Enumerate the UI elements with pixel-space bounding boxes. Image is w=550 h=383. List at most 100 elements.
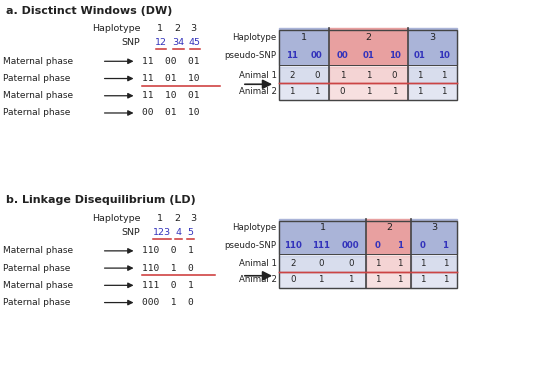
- Text: Paternal phase: Paternal phase: [3, 74, 70, 83]
- Text: 3: 3: [429, 33, 436, 42]
- Text: 111  0  1: 111 0 1: [142, 281, 194, 290]
- Bar: [411, 237, 456, 254]
- Bar: [279, 28, 329, 47]
- Text: 10: 10: [438, 51, 450, 61]
- Text: 00: 00: [337, 51, 348, 61]
- Bar: [408, 47, 456, 65]
- Text: 0: 0: [339, 87, 345, 97]
- Text: 00: 00: [311, 51, 323, 61]
- Bar: [279, 30, 456, 100]
- Bar: [408, 83, 456, 100]
- Text: 1: 1: [397, 241, 403, 250]
- Text: 2: 2: [289, 70, 295, 80]
- Bar: [366, 272, 411, 288]
- Text: 1: 1: [301, 33, 307, 42]
- Text: Haplotype: Haplotype: [92, 24, 140, 33]
- Text: 1: 1: [441, 87, 447, 97]
- Text: 5: 5: [188, 228, 193, 237]
- Text: 1: 1: [366, 70, 371, 80]
- Text: 3: 3: [190, 24, 197, 33]
- Text: 1: 1: [397, 275, 403, 285]
- Text: 1: 1: [157, 24, 162, 33]
- Text: Animal 2: Animal 2: [239, 87, 277, 97]
- Text: 0: 0: [314, 70, 320, 80]
- Bar: [279, 221, 456, 288]
- Text: 1: 1: [314, 87, 320, 97]
- Text: 10: 10: [389, 51, 400, 61]
- Text: pseudo-SNP: pseudo-SNP: [224, 51, 277, 61]
- Text: 3: 3: [431, 223, 437, 232]
- Text: Maternal phase: Maternal phase: [3, 57, 73, 66]
- Text: 11  00  01: 11 00 01: [142, 57, 200, 66]
- Bar: [279, 272, 366, 288]
- Text: 2: 2: [366, 33, 371, 42]
- Bar: [279, 47, 329, 65]
- Bar: [408, 28, 456, 47]
- Text: 1: 1: [157, 214, 162, 223]
- Text: 1: 1: [392, 87, 397, 97]
- Text: 2: 2: [290, 259, 296, 268]
- Text: 1: 1: [348, 275, 354, 285]
- Text: 1: 1: [417, 87, 422, 97]
- Text: 01: 01: [414, 51, 426, 61]
- Text: 0: 0: [290, 275, 296, 285]
- Bar: [366, 256, 411, 272]
- Bar: [408, 67, 456, 83]
- Text: 1: 1: [441, 70, 447, 80]
- Text: Paternal phase: Paternal phase: [3, 108, 70, 118]
- Text: 3: 3: [190, 214, 197, 223]
- Bar: [411, 219, 456, 237]
- Text: 1: 1: [397, 259, 403, 268]
- Bar: [411, 272, 456, 288]
- Bar: [329, 28, 408, 47]
- Text: Animal 1: Animal 1: [239, 259, 277, 268]
- Text: SNP: SNP: [122, 228, 140, 237]
- Bar: [329, 83, 408, 100]
- Text: 1: 1: [443, 259, 448, 268]
- Text: 123: 123: [153, 228, 170, 237]
- Text: 01: 01: [362, 51, 375, 61]
- Text: 1: 1: [417, 70, 422, 80]
- Bar: [366, 219, 411, 237]
- Text: 1: 1: [375, 259, 380, 268]
- Text: 1: 1: [375, 275, 380, 285]
- Text: 2: 2: [386, 223, 392, 232]
- Text: 1: 1: [443, 241, 448, 250]
- Bar: [279, 219, 366, 237]
- Text: a. Disctinct Windows (DW): a. Disctinct Windows (DW): [6, 6, 172, 16]
- Text: Paternal phase: Paternal phase: [3, 264, 70, 273]
- Text: Animal 2: Animal 2: [239, 275, 277, 285]
- Bar: [366, 237, 411, 254]
- Text: 1: 1: [320, 223, 326, 232]
- Text: Haplotype: Haplotype: [92, 214, 140, 223]
- Text: 34: 34: [172, 38, 185, 47]
- Text: 2: 2: [174, 214, 180, 223]
- Bar: [279, 83, 329, 100]
- Text: 2: 2: [174, 24, 180, 33]
- Bar: [329, 67, 408, 83]
- Text: Maternal phase: Maternal phase: [3, 281, 73, 290]
- Text: 45: 45: [189, 38, 201, 47]
- Text: 1: 1: [289, 87, 295, 97]
- Text: 11  01  10: 11 01 10: [142, 74, 200, 83]
- Text: 0: 0: [318, 259, 324, 268]
- Text: 000: 000: [342, 241, 360, 250]
- Text: 1: 1: [443, 275, 448, 285]
- Bar: [279, 256, 366, 272]
- Text: 0: 0: [348, 259, 354, 268]
- Bar: [279, 67, 329, 83]
- Bar: [279, 237, 366, 254]
- Text: 11  10  01: 11 10 01: [142, 91, 200, 100]
- Text: 1: 1: [420, 259, 426, 268]
- Text: pseudo-SNP: pseudo-SNP: [224, 241, 277, 250]
- Text: b. Linkage Disequilibrium (LD): b. Linkage Disequilibrium (LD): [6, 195, 195, 205]
- Text: 0: 0: [420, 241, 426, 250]
- Text: 1: 1: [366, 87, 371, 97]
- Text: Haplotype: Haplotype: [233, 223, 277, 232]
- Text: Paternal phase: Paternal phase: [3, 298, 70, 307]
- Text: 00  01  10: 00 01 10: [142, 108, 200, 118]
- Text: 0: 0: [375, 241, 380, 250]
- Text: 110  1  0: 110 1 0: [142, 264, 194, 273]
- Text: 1: 1: [339, 70, 345, 80]
- Text: 111: 111: [312, 241, 330, 250]
